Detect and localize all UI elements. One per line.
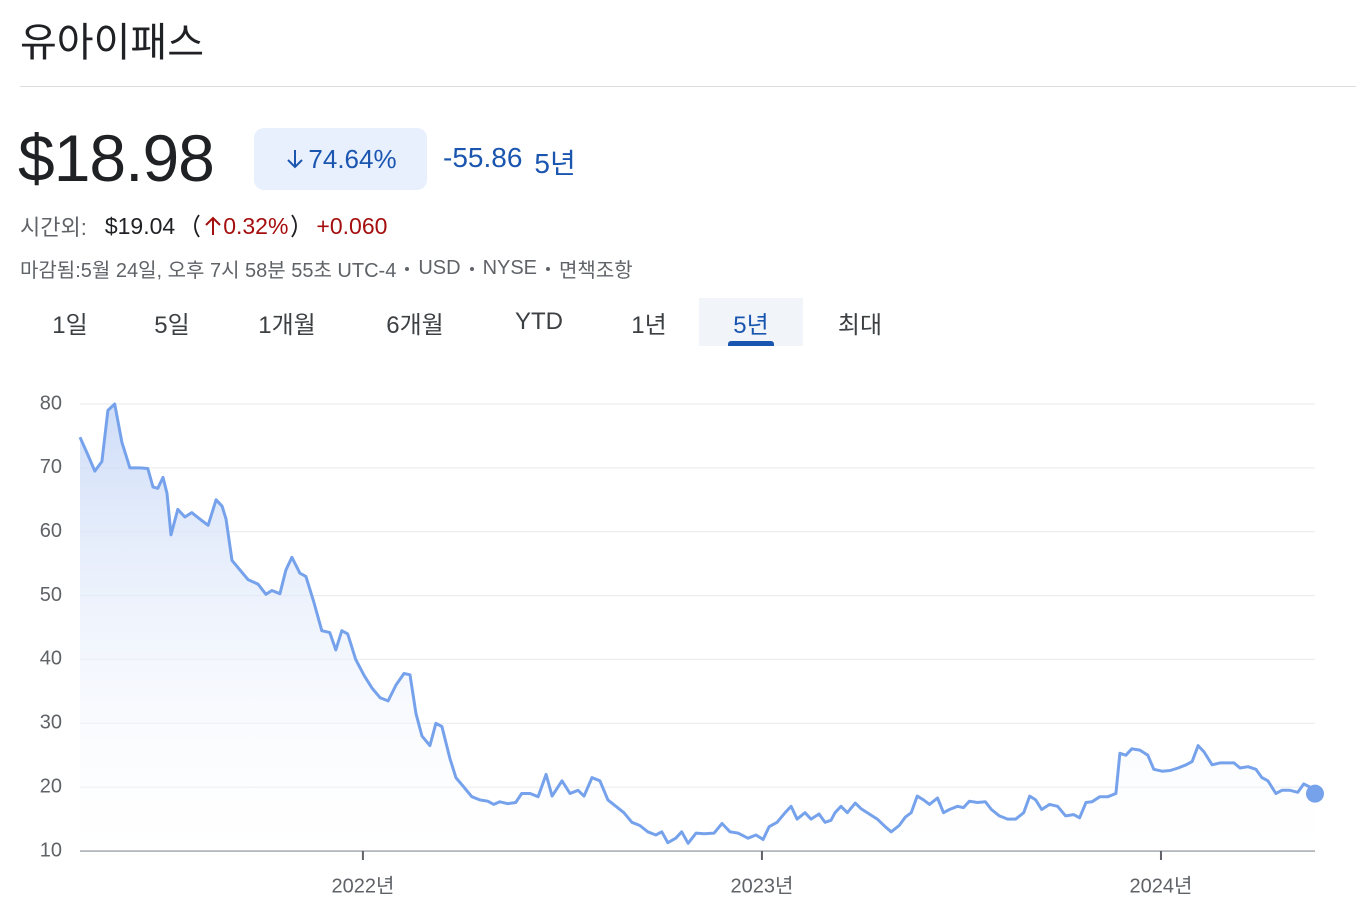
change: -55.86 [443,142,523,173]
range-tab[interactable]: 1개월 [235,298,339,346]
after-hours-label: 시간외: [20,215,87,240]
up-arrow [205,216,221,235]
after-hours-price: $19.04 [104,212,176,239]
price-line [78,402,1317,845]
x-tick-label: 2024년 [1130,874,1193,897]
tab-label: YTD [515,308,563,335]
tab-underline [728,341,774,346]
tab-label: 1일 [52,311,88,339]
tab-label: 5년 [733,311,769,339]
y-tick-label: 10 [40,839,62,861]
tab-label: 6개월 [386,311,444,339]
period: 5년 [534,148,576,179]
y-tick-label: 40 [40,648,62,670]
separator [469,266,474,271]
y-tick-label: 70 [40,456,62,478]
tab-label: 5일 [154,311,190,339]
y-tick-label: 60 [40,520,62,542]
title: 유아이패스 [20,21,204,65]
after-hours: 시간외: $19.04 0.32% +0.060 [20,210,387,242]
x-tick-label: 2023년 [730,874,793,897]
meta: 마감됨:5월 24일, 오후 7시 58분 55초 UTC-4 USD NYSE… [20,254,633,283]
range-tab[interactable]: 6개월 [363,298,467,346]
range-tab[interactable]: 1일 [18,298,122,346]
price: $18.98 [18,121,215,195]
x-tick-label: 2022년 [331,874,394,897]
y-tick-label: 50 [40,584,62,606]
disclaimer-link[interactable]: 면책조항 [559,260,633,282]
range-tabs: 1일 5일 1개월 6개월 YTD 1년 5년 최대 [0,298,920,346]
currency: USD [418,257,461,279]
y-tick-label: 30 [40,712,62,734]
after-hours-change: +0.060 [316,212,388,239]
chart: 10 20 30 40 50 60 70 80 2022년 2023년 2024년 [40,392,1324,897]
y-tick-label: 20 [40,775,62,797]
exchange: NYSE [482,257,538,279]
tab-label: 1개월 [258,311,316,339]
change-row: -55.86 5년 [443,142,576,182]
end-marker [1306,784,1324,803]
divider [20,86,1356,87]
separator [546,266,551,271]
tab-label: 최대 [837,311,883,339]
change-badge: 74.64% [254,128,427,190]
range-tab[interactable]: 최대 [808,298,912,346]
status: 마감됨:5월 24일, 오후 7시 58분 55초 UTC-4 [20,260,397,282]
range-tab[interactable]: YTD [487,298,591,346]
range-tab[interactable]: 1년 [597,298,701,346]
paren-open [194,214,200,238]
tab-label: 1년 [631,311,667,339]
y-tick-label: 80 [40,392,62,414]
range-tab[interactable]: 5일 [120,298,224,346]
after-hours-change-percent: 0.32% [223,212,289,239]
range-tab[interactable]: 5년 [699,298,803,346]
change-percent: 74.64% [308,143,397,174]
separator [405,266,410,271]
area [80,404,1315,851]
paren-close [291,214,298,238]
down-arrow [287,150,304,169]
